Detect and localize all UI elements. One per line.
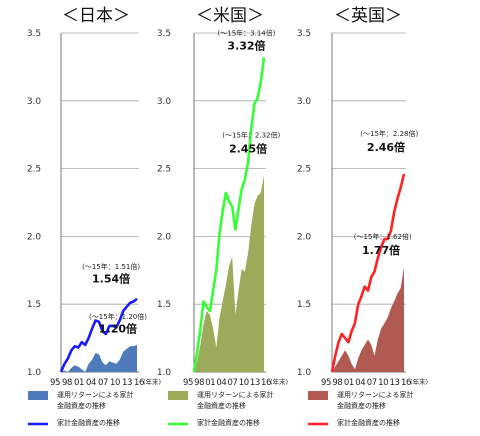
uk-x-unit-label: (年末)	[410, 377, 428, 386]
uk-multiple-label: 1.77倍	[362, 243, 400, 257]
us-y-tick-label: 2.0	[157, 232, 172, 242]
uk-household-assets-line	[330, 173, 406, 373]
uk-multiple-note: (～15年：2.28倍)	[360, 129, 418, 138]
uk-x-tick-label: 04	[355, 378, 365, 388]
japan-x-tick-label: 07	[98, 378, 108, 388]
uk-return-assets-area	[332, 267, 404, 372]
uk-x-tick-label: 98	[332, 378, 342, 388]
uk-x-tick-label: 01	[344, 378, 354, 388]
japan-legend-label: 金融資産の推移	[57, 401, 106, 410]
us-x-tick-label: 13	[250, 378, 260, 388]
japan-y-tick-label: 3.0	[27, 97, 42, 107]
uk-legend-label: 家計金融資産の推移	[337, 418, 400, 427]
us-x-tick-label: 10	[239, 378, 249, 388]
us-legend-area-swatch	[168, 391, 188, 400]
uk-y-tick-label: 1.0	[297, 368, 312, 378]
us-legend-label: 運用リターンによる家計	[197, 390, 273, 399]
uk-legend-area-swatch	[308, 391, 328, 400]
us-x-tick-label: 01	[205, 378, 215, 388]
japan-y-tick-label: 2.0	[27, 232, 42, 242]
us-multiple-note: (～15年：3.14倍)	[218, 29, 276, 38]
us-x-tick-label: 95	[183, 378, 193, 388]
uk-x-tick-label: 07	[367, 378, 377, 388]
us-return-assets-area	[194, 175, 264, 372]
us-y-tick-label: 1.0	[157, 368, 172, 378]
us-y-tick-label: 3.0	[157, 97, 172, 107]
us-x-unit-label: (年末)	[270, 377, 288, 386]
uk-y-tick-label: 2.0	[297, 232, 312, 242]
us-x-tick-label: 98	[194, 378, 204, 388]
japan-multiple-note: (～15年：1.51倍)	[82, 262, 140, 271]
japan-return-assets-area	[61, 344, 137, 372]
japan-x-tick-label: 95	[50, 378, 60, 388]
japan-y-tick-label: 1.5	[27, 300, 41, 310]
japan-x-tick-label: 10	[110, 378, 120, 388]
japan-x-unit-label: (年末)	[143, 377, 161, 386]
uk-x-tick-label: 10	[378, 378, 388, 388]
uk-multiple-label: 2.46倍	[367, 140, 405, 154]
us-x-tick-label: 16	[261, 378, 271, 388]
japan-x-tick-label: 04	[86, 378, 96, 388]
japan-y-tick-label: 2.5	[27, 165, 41, 175]
japan-x-tick-label: 13	[122, 378, 132, 388]
us-household-assets-line	[192, 57, 266, 373]
us-legend-label: 家計金融資産の推移	[197, 418, 260, 427]
us-x-tick-label: 07	[228, 378, 238, 388]
japan-chart-title: ＜日本＞	[62, 6, 130, 26]
japan-household-assets-line	[59, 297, 138, 373]
uk-x-tick-label: 95	[321, 378, 331, 388]
us-y-tick-label: 2.5	[157, 165, 171, 175]
uk-y-tick-label: 3.0	[297, 97, 312, 107]
us-y-tick-label: 3.5	[157, 29, 171, 39]
us-multiple-note: (～15年：2.32倍)	[222, 130, 280, 139]
uk-x-tick-label: 16	[401, 378, 411, 388]
japan-x-tick-label: 16	[134, 378, 144, 388]
uk-y-tick-label: 3.5	[297, 29, 311, 39]
uk-y-tick-label: 1.5	[297, 300, 311, 310]
us-multiple-label: 3.32倍	[227, 38, 265, 52]
japan-multiple-note: (～15年：1.20倍)	[89, 312, 147, 321]
japan-multiple-label: 1.54倍	[92, 272, 130, 286]
japan-multiple-label: 1.20倍	[99, 322, 137, 336]
uk-x-tick-label: 13	[390, 378, 400, 388]
uk-legend-label: 運用リターンによる家計	[337, 390, 413, 399]
us-chart-title: ＜米国＞	[196, 6, 264, 26]
japan-y-tick-label: 1.0	[27, 368, 42, 378]
us-legend-label: 金融資産の推移	[197, 401, 246, 410]
us-x-tick-label: 04	[216, 378, 226, 388]
japan-legend-label: 家計金融資産の推移	[57, 418, 120, 427]
japan-x-tick-label: 01	[74, 378, 84, 388]
us-multiple-label: 2.45倍	[229, 141, 267, 155]
uk-legend-label: 金融資産の推移	[337, 401, 386, 410]
japan-legend-label: 運用リターンによる家計	[57, 390, 133, 399]
japan-x-tick-label: 98	[62, 378, 72, 388]
uk-multiple-note: (～15年：1.62倍)	[354, 232, 412, 241]
japan-y-tick-label: 3.5	[27, 29, 41, 39]
us-y-tick-label: 1.5	[157, 300, 171, 310]
uk-y-tick-label: 2.5	[297, 165, 311, 175]
uk-chart-title: ＜英国＞	[334, 6, 402, 26]
japan-legend-area-swatch	[28, 391, 48, 400]
